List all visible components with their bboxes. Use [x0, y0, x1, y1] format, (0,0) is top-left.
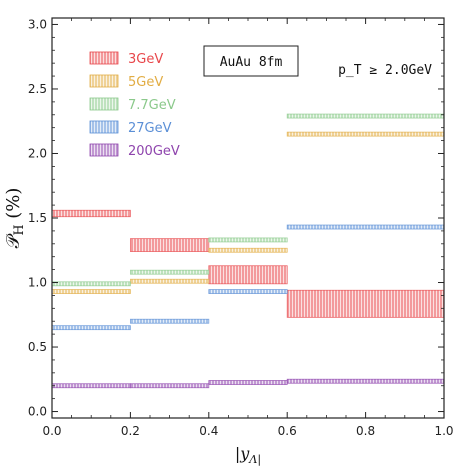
legend-label-27gev: 27GeV [128, 121, 172, 136]
x-ticks: 0.0 0.2 0.4 0.6 0.8 1.0 [42, 18, 454, 438]
band-3gev-bin-4 [286, 289, 445, 318]
band-3gev-bin-3 [208, 265, 288, 285]
x-tick-label: 0.6 [278, 424, 297, 438]
legend: 3GeV 5GeV 7.7GeV 27GeV 200GeV [89, 51, 180, 159]
legend-swatch-5gev [89, 74, 119, 88]
annotation-box: AuAu 8fm [203, 45, 299, 77]
band-7-7gev-bin-2 [129, 269, 210, 275]
legend-label-3gev: 3GeV [128, 52, 163, 67]
annotation-box-label: AuAu 8fm [220, 55, 283, 70]
band-200gev-bin-1 [51, 383, 131, 389]
y-tick-label: 0.5 [28, 340, 47, 354]
band-27gev-bin-4 [286, 224, 445, 230]
x-tick-label: 0.2 [121, 424, 140, 438]
band-5gev-bin-3 [208, 247, 288, 253]
band-27gev-bin-1 [51, 325, 131, 331]
band-5gev-bin-2 [129, 278, 210, 284]
y-axis-label: 𝒫H (%) [3, 188, 26, 249]
x-tick-label: 1.0 [434, 424, 453, 438]
legend-swatch-200gev [89, 143, 119, 157]
y-tick-label: 2.5 [28, 82, 47, 96]
legend-label-200gev: 200GeV [128, 144, 180, 159]
band-200gev-bin-2 [129, 383, 210, 389]
x-tick-label: 0.4 [199, 424, 218, 438]
band-7-7gev-bin-4 [286, 113, 445, 119]
band-3gev-bin-2 [129, 238, 210, 252]
pt-cut-label: p_T ≥ 2.0GeV [338, 63, 432, 78]
legend-swatch-3gev [89, 51, 119, 65]
band-200gev-bin-4 [286, 378, 445, 384]
band-5gev-bin-1 [51, 289, 131, 294]
band-7-7gev-bin-3 [208, 237, 288, 243]
band-200gev-bin-3 [208, 380, 288, 385]
y-tick-label: 3.0 [28, 17, 47, 31]
legend-swatch-27gev [89, 120, 119, 134]
x-tick-label: 0.0 [42, 424, 61, 438]
legend-label-5gev: 5GeV [128, 75, 163, 90]
band-27gev-bin-3 [208, 289, 288, 294]
y-tick-label: 2.0 [28, 146, 47, 160]
legend-label-7-7gev: 7.7GeV [128, 98, 176, 113]
y-tick-label: 1.0 [28, 276, 47, 290]
x-axis-label: |yΛ| [235, 444, 261, 466]
y-tick-label: 1.5 [28, 211, 47, 225]
x-tick-label: 0.8 [356, 424, 375, 438]
y-ticks: 0.0 0.5 1.0 1.5 2.0 2.5 3.0 [28, 17, 444, 419]
band-5gev-bin-4 [286, 131, 445, 137]
y-tick-label: 0.0 [28, 405, 47, 419]
legend-swatch-7-7gev [89, 97, 119, 111]
band-27gev-bin-2 [129, 318, 210, 324]
band-3gev-bin-1 [51, 209, 131, 218]
band-7-7gev-bin-1 [51, 281, 131, 287]
